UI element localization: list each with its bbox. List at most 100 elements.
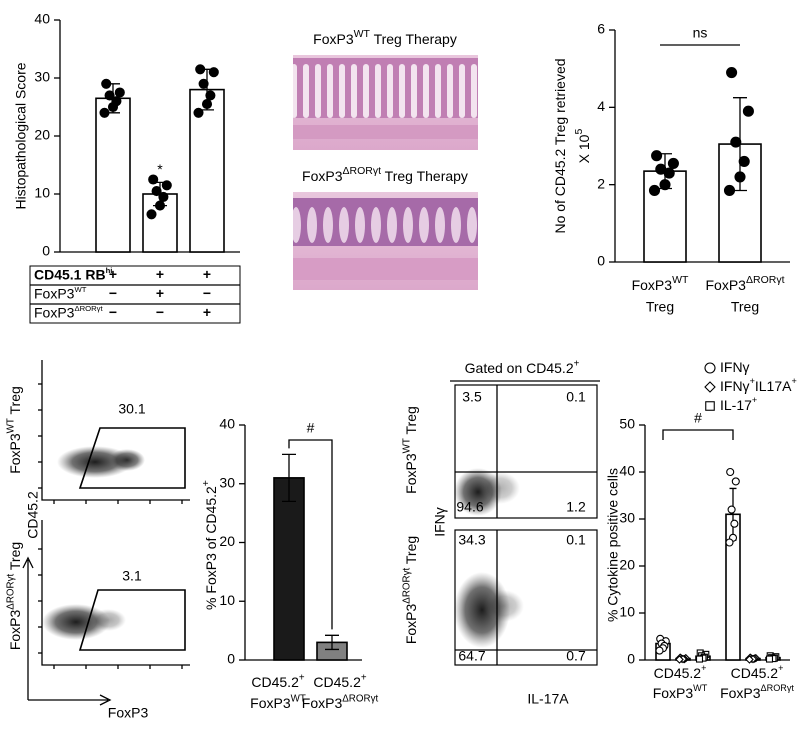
table-cell: − bbox=[203, 285, 211, 301]
x-tick-label: FoxP3WT bbox=[250, 693, 306, 711]
data-point bbox=[727, 505, 736, 514]
superscript: + bbox=[791, 376, 796, 386]
histology-1 bbox=[293, 55, 478, 150]
data-point bbox=[734, 171, 746, 183]
table-cell: + bbox=[203, 304, 211, 320]
x-tick-label: Treg bbox=[731, 299, 759, 315]
event-cloud bbox=[42, 604, 110, 640]
legend-marker bbox=[704, 381, 716, 393]
text-part: Treg bbox=[7, 386, 23, 418]
gate-percent: 3.1 bbox=[122, 568, 142, 584]
x-tick-label: CD45.2+ bbox=[313, 672, 366, 690]
data-point bbox=[725, 538, 734, 547]
data-point bbox=[99, 107, 110, 118]
data-point bbox=[161, 180, 172, 191]
superscript: ΔRORγt bbox=[746, 274, 785, 286]
event-cloud bbox=[109, 449, 145, 471]
comparison-label: # bbox=[307, 420, 315, 436]
superscript: + bbox=[200, 480, 212, 486]
data-point bbox=[651, 150, 663, 162]
superscript: ΔRORγt bbox=[74, 304, 103, 313]
y-tick-label: 10 bbox=[219, 592, 235, 608]
y-tick-label: 20 bbox=[34, 127, 50, 143]
text-part: FoxP3 bbox=[7, 609, 23, 650]
text-part: Treg bbox=[7, 542, 23, 574]
y-tick-label: 40 bbox=[219, 416, 235, 432]
quadrant-percent: 0.1 bbox=[566, 532, 586, 548]
table-cell: + bbox=[156, 285, 164, 301]
bar bbox=[273, 477, 305, 661]
table-row-label: FoxP3WT bbox=[34, 285, 87, 301]
y-tick-label: 20 bbox=[619, 557, 635, 573]
superscript: + bbox=[750, 376, 755, 386]
data-point bbox=[114, 87, 125, 98]
text-part: Treg Therapy bbox=[381, 168, 468, 184]
data-point bbox=[158, 191, 169, 202]
x-tick-label: CD45.2+ bbox=[731, 663, 784, 680]
y-tick-label: 0 bbox=[227, 651, 235, 667]
superscript: 5 bbox=[573, 129, 585, 135]
y-axis-label: No of CD45.2 Treg retrieved bbox=[552, 58, 568, 233]
event-cloud bbox=[480, 472, 520, 504]
data-point bbox=[107, 101, 119, 113]
y-tick-label: 30 bbox=[34, 69, 50, 85]
panel-title: Gated on CD45.2+ bbox=[465, 358, 580, 376]
data-point bbox=[730, 519, 739, 528]
y-tick-label: 2 bbox=[597, 175, 605, 191]
superscript: + bbox=[361, 672, 367, 683]
data-point bbox=[659, 179, 671, 191]
quadrant-percent: 64.7 bbox=[458, 648, 485, 664]
row-label: FoxP3WT Treg bbox=[401, 406, 419, 494]
text-part: FoxP3 bbox=[720, 685, 761, 701]
x-tick-label: FoxP3ΔRORγt bbox=[720, 683, 794, 700]
crypt-layer bbox=[293, 198, 478, 246]
x-tick-label: FoxP3WT bbox=[632, 274, 689, 293]
x-tick-label: CD45.2+ bbox=[251, 672, 304, 690]
superscript: + bbox=[299, 672, 305, 683]
plot-axes bbox=[41, 360, 190, 501]
crypt-layer bbox=[293, 58, 478, 118]
comparison-bracket bbox=[288, 439, 333, 630]
superscript: WT bbox=[354, 28, 371, 40]
muscle-layer bbox=[293, 125, 478, 139]
y-tick-label: 40 bbox=[619, 463, 635, 479]
quadrant-percent: 34.3 bbox=[458, 532, 485, 548]
y-tick-label: 30 bbox=[619, 510, 635, 526]
data-point bbox=[655, 646, 664, 655]
comparison-label: ns bbox=[693, 25, 708, 41]
text-part: IL17A bbox=[755, 378, 792, 394]
image-title: FoxP3ΔRORγt Treg Therapy bbox=[302, 165, 468, 184]
table-cell: − bbox=[109, 304, 117, 320]
x-tick-label: Treg bbox=[646, 299, 674, 315]
y-tick-label: 0 bbox=[627, 651, 635, 667]
text-part: X 10 bbox=[576, 134, 592, 163]
superscript: WT bbox=[672, 274, 689, 286]
text-part: FoxP3 bbox=[313, 31, 354, 47]
gate bbox=[78, 589, 186, 651]
data-point bbox=[745, 655, 754, 664]
text-part: FoxP3 bbox=[403, 603, 419, 644]
data-point bbox=[675, 655, 684, 664]
superscript: + bbox=[752, 395, 757, 405]
bar bbox=[95, 97, 131, 253]
data-point bbox=[723, 184, 736, 197]
text-part: CD45.1 RB bbox=[34, 266, 106, 282]
text-part: IFNγ bbox=[720, 359, 750, 375]
y-tick-label: 20 bbox=[219, 533, 235, 549]
error-bar bbox=[325, 634, 339, 651]
legend-label: IFNγ+IL17A+ bbox=[720, 376, 797, 393]
text-part: FoxP3 bbox=[302, 168, 343, 184]
superscript: ΔRORγt bbox=[343, 165, 382, 177]
superscript: + bbox=[701, 663, 706, 673]
image-title: FoxP3WT Treg Therapy bbox=[313, 28, 457, 47]
table-cell: − bbox=[156, 304, 164, 320]
text-part: No of CD45.2 Treg retrieved bbox=[552, 58, 568, 233]
superscript: WT bbox=[5, 418, 16, 433]
y-tick-label: 30 bbox=[219, 474, 235, 490]
text-part: Gated on CD45.2 bbox=[465, 360, 574, 376]
data-point bbox=[726, 467, 735, 477]
event-cloud bbox=[454, 572, 510, 648]
event-cloud bbox=[90, 609, 126, 631]
superscript: WT bbox=[693, 683, 708, 693]
